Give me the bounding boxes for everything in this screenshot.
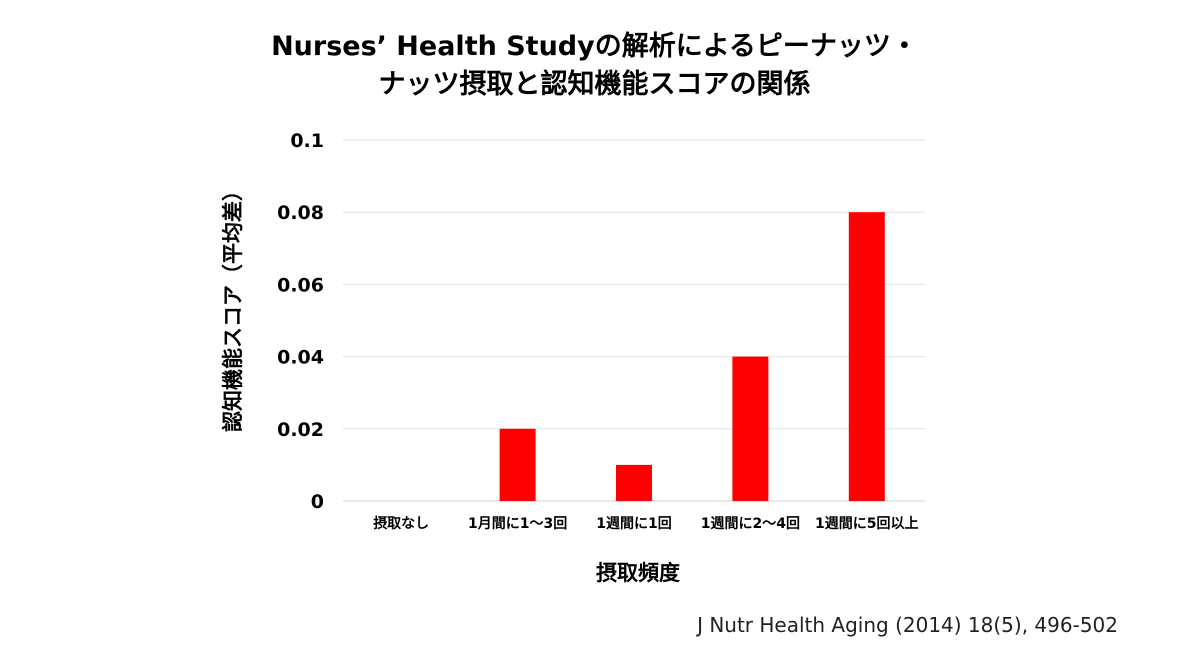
y-tick-label: 0 <box>311 491 324 513</box>
y-axis-label: 認知機能スコア（平均差） <box>221 180 245 432</box>
x-tick-label: 1週間に5回以上 <box>815 516 918 532</box>
x-tick-label: 1月間に1～3回 <box>468 516 567 532</box>
y-tick-label: 0.06 <box>277 274 324 296</box>
y-tick-label: 0.1 <box>290 130 324 152</box>
bar <box>616 464 652 501</box>
chart-title-line-2: ナッツ摂取と認知機能スコアの関係 <box>378 69 811 100</box>
y-tick-label: 0.02 <box>277 419 324 441</box>
x-tick-label: 1週間に1回 <box>596 516 671 532</box>
bar <box>732 356 769 501</box>
source-citation: J Nutr Health Aging (2014) 18(5), 496-50… <box>697 613 1118 637</box>
gridlines <box>343 139 925 502</box>
chart-title-line-1: Nurses’ Health Studyの解析によるピーナッツ・ <box>271 31 918 62</box>
x-axis-label: 摂取頻度 <box>596 561 680 585</box>
bar <box>848 212 885 501</box>
x-tick-label: 1週間に2～4回 <box>701 516 800 532</box>
y-tick-label: 0.04 <box>277 347 324 369</box>
y-tick-labels: 0 0.02 0.04 0.06 0.08 0.1 <box>277 130 324 513</box>
x-tick-label: 摂取なし <box>373 515 429 532</box>
bars <box>499 212 885 501</box>
y-tick-label: 0.08 <box>277 202 324 224</box>
bar <box>499 428 536 501</box>
x-tick-labels: 摂取なし 1月間に1～3回 1週間に1回 1週間に2～4回 1週間に5回以上 <box>373 515 918 532</box>
